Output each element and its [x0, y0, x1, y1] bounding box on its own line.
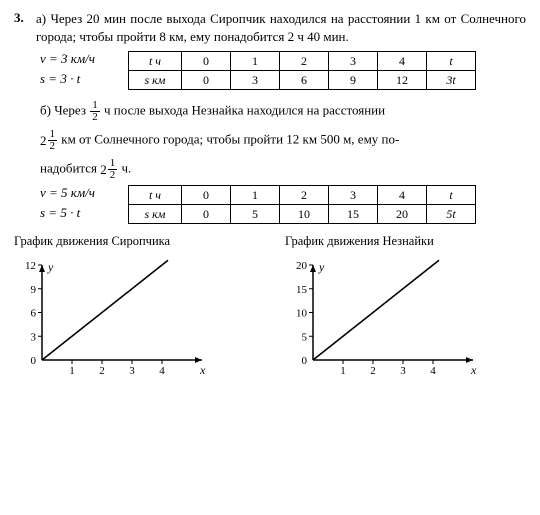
t-cell: t	[427, 186, 476, 205]
s-header: s км	[129, 71, 182, 90]
svg-text:1: 1	[69, 365, 75, 377]
chart-b: 1 2 3 4 5 10 15 20 0 x y	[285, 253, 526, 378]
s-cell: 3	[231, 71, 280, 90]
svg-text:0: 0	[302, 355, 308, 367]
part-b-label: б)	[40, 103, 51, 118]
svg-text:x: x	[470, 363, 477, 377]
svg-text:20: 20	[296, 260, 308, 272]
frac-den: 2	[48, 141, 58, 152]
s-cell: 12	[378, 71, 427, 90]
text-span: ч после выхода Незнайка находился на рас…	[104, 103, 385, 118]
svg-text:0: 0	[31, 355, 37, 367]
part-a-text: а) Через 20 мин после выхода Сиропчик на…	[36, 10, 526, 45]
fraction: 1 2	[90, 100, 100, 123]
part-b-line1: б) Через 1 2 ч после выхода Незнайка нах…	[40, 100, 526, 123]
chart-b-title: График движения Незнайки	[285, 234, 526, 249]
table-row: t ч 0 1 2 3 4 t	[129, 186, 476, 205]
part-b-line2: 2 1 2 км от Солнечного города; чтобы про…	[40, 129, 526, 152]
t-cell: 0	[182, 186, 231, 205]
t-cell: 2	[280, 186, 329, 205]
t-cell: 2	[280, 52, 329, 71]
svg-text:15: 15	[296, 284, 308, 296]
part-b-table: t ч 0 1 2 3 4 t s км 0 5 10 15 20 5t	[128, 185, 476, 224]
s-cell: 6	[280, 71, 329, 90]
text-span: Через	[54, 103, 89, 118]
s-header: s км	[129, 205, 182, 224]
part-b-line3: надобится 2 1 2 ч.	[40, 158, 526, 181]
svg-text:3: 3	[129, 365, 135, 377]
part-a-v: v = 3 км/ч	[40, 51, 128, 67]
part-b-s: s = 5 · t	[40, 205, 128, 221]
t-cell: 4	[378, 52, 427, 71]
svg-text:x: x	[199, 363, 206, 377]
text-span: надобится	[40, 161, 100, 176]
svg-text:3: 3	[31, 331, 37, 343]
part-a-label: а)	[36, 11, 46, 26]
s-cell: 5t	[427, 205, 476, 224]
t-cell: 3	[329, 52, 378, 71]
table-row: s км 0 5 10 15 20 5t	[129, 205, 476, 224]
t-cell: t	[427, 52, 476, 71]
t-cell: 1	[231, 186, 280, 205]
t-cell: 4	[378, 186, 427, 205]
svg-text:12: 12	[25, 260, 36, 272]
mixed-number: 2 1 2	[40, 132, 61, 147]
t-header: t ч	[129, 52, 182, 71]
svg-text:4: 4	[430, 365, 436, 377]
s-cell: 20	[378, 205, 427, 224]
table-row: t ч 0 1 2 3 4 t	[129, 52, 476, 71]
s-cell: 5	[231, 205, 280, 224]
t-cell: 3	[329, 186, 378, 205]
chart-a: 1234369120xy	[14, 253, 255, 378]
part-a-s: s = 3 · t	[40, 71, 128, 87]
frac-den: 2	[90, 112, 100, 123]
mixed-whole: 2	[40, 133, 47, 148]
t-cell: 1	[231, 52, 280, 71]
mixed-number: 2 1 2	[100, 161, 121, 176]
svg-text:6: 6	[31, 308, 37, 320]
svg-text:2: 2	[99, 365, 105, 377]
svg-text:3: 3	[400, 365, 406, 377]
svg-text:y: y	[47, 260, 54, 274]
svg-text:2: 2	[370, 365, 376, 377]
text-span: ч.	[122, 161, 132, 176]
svg-text:9: 9	[31, 284, 37, 296]
svg-text:10: 10	[296, 308, 308, 320]
svg-text:y: y	[318, 260, 325, 274]
text-span: км от Солнечного города; чтобы пройти 12…	[61, 132, 399, 147]
part-b-v: v = 5 км/ч	[40, 185, 128, 201]
svg-text:4: 4	[159, 365, 165, 377]
svg-text:5: 5	[302, 331, 308, 343]
s-cell: 0	[182, 71, 231, 90]
s-cell: 0	[182, 205, 231, 224]
s-cell: 10	[280, 205, 329, 224]
mixed-whole: 2	[100, 162, 107, 177]
s-cell: 3t	[427, 71, 476, 90]
chart-a-title: График движения Сиропчика	[14, 234, 255, 249]
frac-den: 2	[108, 170, 118, 181]
s-cell: 15	[329, 205, 378, 224]
part-a-body: Через 20 мин после выхода Сиропчик наход…	[36, 11, 526, 44]
table-row: s км 0 3 6 9 12 3t	[129, 71, 476, 90]
t-header: t ч	[129, 186, 182, 205]
svg-text:1: 1	[340, 365, 346, 377]
part-a-table: t ч 0 1 2 3 4 t s км 0 3 6 9 12 3t	[128, 51, 476, 90]
s-cell: 9	[329, 71, 378, 90]
t-cell: 0	[182, 52, 231, 71]
problem-number: 3.	[14, 10, 36, 47]
